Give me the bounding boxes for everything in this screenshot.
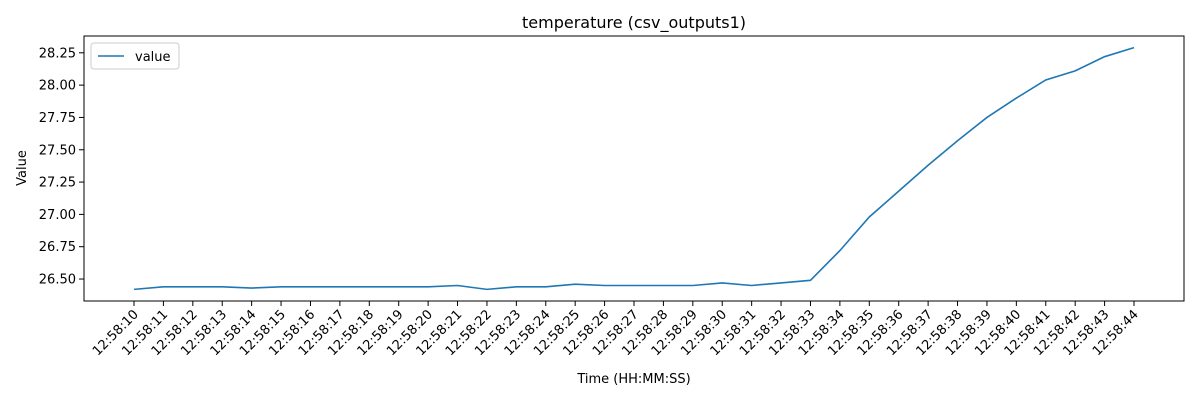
y-tick-label: 27.75 [39, 111, 76, 126]
y-tick-label: 26.50 [39, 273, 76, 288]
y-tick-label: 27.25 [39, 176, 76, 191]
plot-area [83, 35, 1185, 302]
legend-label: value [135, 50, 171, 65]
legend-box [90, 42, 180, 70]
y-axis: 26.50 26.75 27.00 27.25 27.50 27.75 28.00 28.25 [39, 46, 84, 288]
y-tick-label: 27.50 [39, 143, 76, 158]
chart-title: temperature (csv_outputs1) [522, 13, 746, 33]
y-axis-label: Value [15, 150, 30, 186]
legend: value [90, 42, 180, 70]
x-axis-label: Time (HH:MM:SS) [576, 372, 690, 387]
series-line-value [133, 46, 1135, 291]
y-tick-label: 28.25 [39, 46, 76, 61]
y-tick-label: 28.00 [39, 79, 76, 94]
y-tick-label: 27.00 [39, 208, 76, 223]
y-tick-label: 26.75 [39, 240, 76, 255]
x-axis: 12:58:1012:58:1112:58:1212:58:1312:58:14… [90, 301, 1142, 359]
